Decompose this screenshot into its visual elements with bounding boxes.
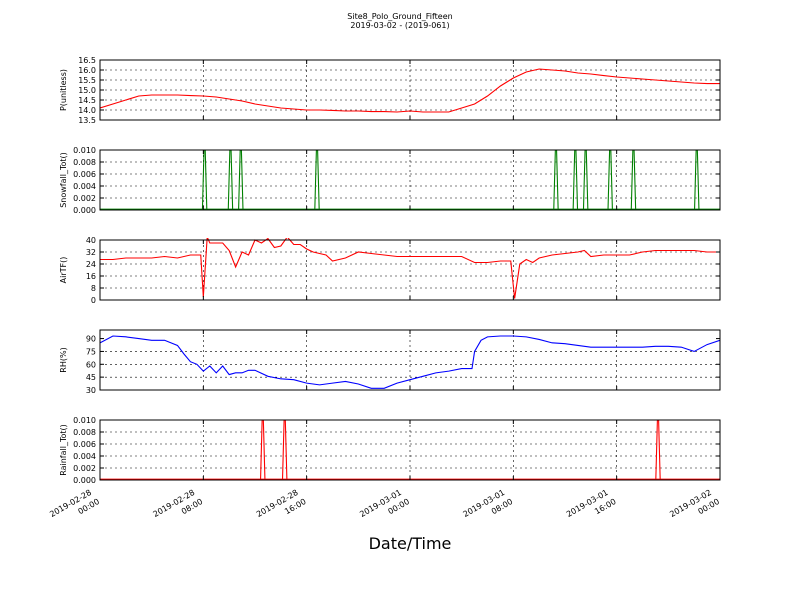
chart-panel-5: 0.000 0.002 0.004 0.006 0.008 0.010 Rainfall_T… [59,416,721,485]
series-line [100,335,720,389]
y-tick-label: 75 [86,347,96,356]
series-spike [553,149,559,211]
y-tick-label: 24 [86,260,96,269]
series-spike [572,149,579,211]
y-tick-label: 0.004 [73,452,96,461]
y-tick-label: 0 [91,296,96,305]
y-axis-label: Snowfall_Tot() [59,152,68,208]
y-tick-label: 14.5 [78,96,96,105]
y-tick-label: 0.002 [73,464,96,473]
series-spike [281,419,288,481]
chart-panel-1: 13.514.014.515.015.516.016.5 P(unitless) [59,56,721,125]
series-spike [655,419,661,481]
chart-subtitle: 2019-03-02 - (2019-061) [350,21,450,30]
series-line [100,238,720,299]
y-tick-label: 15.5 [78,76,96,85]
y-tick-label: 0.010 [73,146,96,155]
y-tick-label: 40 [86,236,96,245]
chart-panel-4: 30 45 60 75 90 RH(%) [59,329,721,395]
y-axis-label: RH(%) [59,347,68,372]
y-axis-label: AirTF() [59,257,68,284]
series-line [100,68,720,113]
y-tick-label: 0.006 [73,440,96,449]
y-tick-label: 32 [86,248,96,257]
y-tick-label: 13.5 [78,116,96,125]
y-tick-label: 60 [86,360,96,369]
series-spike [630,149,637,211]
y-tick-label: 30 [86,386,96,395]
y-tick-label: 0.002 [73,194,96,203]
chart-panel-3: 0 8 16 24 32 40 AirTF() [59,236,721,305]
y-tick-label: 0.004 [73,182,96,191]
y-axis-label: P(unitless) [59,69,68,111]
y-tick-label: 0.008 [73,158,96,167]
y-tick-label: 0.000 [73,206,96,215]
y-axis-label: Rainfall_Tot() [59,424,68,476]
y-tick-label: 14.0 [78,106,96,115]
y-tick-label: 16.5 [78,56,96,65]
y-tick-label: 0.008 [73,428,96,437]
series-spike [582,149,589,211]
y-tick-label: 90 [86,335,96,344]
series-spike [238,149,244,211]
y-tick-label: 0.006 [73,170,96,179]
chart-title: Site8_Polo_Ground_Fifteen [347,12,453,21]
series-spike [227,149,234,211]
series-spike [201,149,208,211]
y-tick-label: 15.0 [78,86,96,95]
series-spike [694,149,700,211]
chart-panel-2: 0.000 0.002 0.004 0.006 0.008 0.010 Snowfall_T… [59,146,721,215]
series-spike [314,149,320,211]
series-spike [260,419,266,481]
x-axis-label: Date/Time [368,534,452,553]
y-tick-label: 8 [91,284,96,293]
y-tick-label: 45 [86,373,96,382]
y-tick-label: 0.000 [73,476,96,485]
y-tick-label: 16.0 [78,66,96,75]
y-tick-label: 16 [86,272,96,281]
series-spike [607,149,613,211]
y-tick-label: 0.010 [73,416,96,425]
